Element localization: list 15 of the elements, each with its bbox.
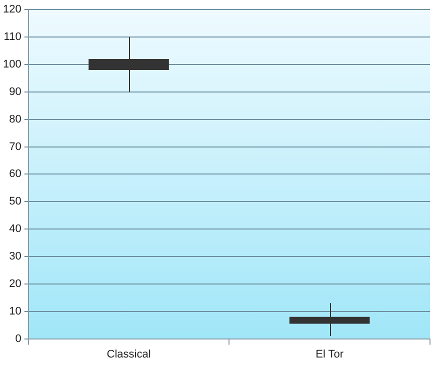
y-tick-label: 70	[9, 140, 22, 153]
y-tick-label: 110	[4, 31, 22, 44]
y-tick-label: 40	[9, 223, 22, 236]
y-tick-label: 100	[2, 58, 22, 70]
x-tick-label: El Tor	[316, 348, 344, 360]
y-tick-label: 120	[2, 4, 22, 16]
y-tick-label: 50	[9, 196, 22, 208]
y-tick-label: 20	[9, 278, 22, 290]
y-tick-label: 60	[9, 168, 22, 180]
y-tick-label: 0	[15, 332, 22, 345]
y-tick-label: 10	[9, 305, 22, 318]
y-tick-label: 80	[9, 113, 22, 126]
y-tick-label: 90	[9, 86, 22, 98]
y-tick-label: 30	[9, 250, 22, 263]
x-tick-label: Classical	[106, 348, 151, 360]
